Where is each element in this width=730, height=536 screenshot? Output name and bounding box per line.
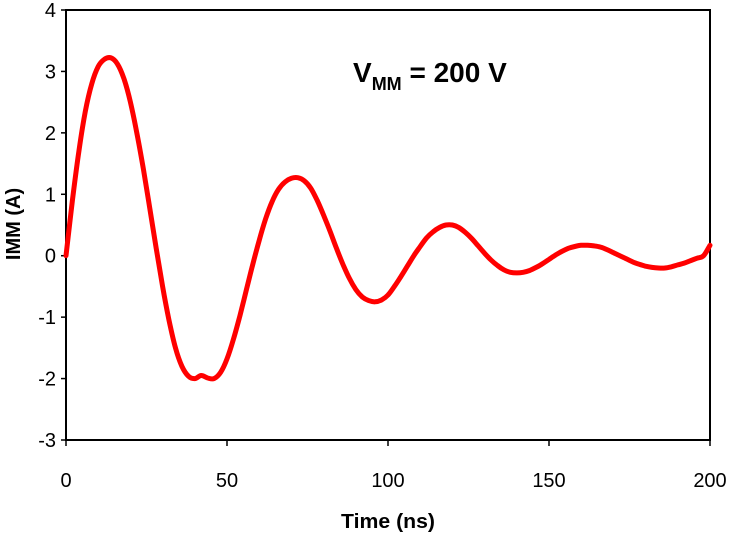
x-tick-label: 200 <box>693 470 726 492</box>
y-axis-ticks: -3 -2 -1 0 1 2 3 4 <box>38 0 66 452</box>
y-tick-label: -2 <box>38 369 56 391</box>
y-tick-label: -1 <box>38 307 56 329</box>
y-tick-label: 4 <box>45 0 56 22</box>
x-axis-ticks: 0 50 100 150 200 <box>60 440 727 492</box>
x-tick-label: 0 <box>60 470 71 492</box>
x-tick-label: 150 <box>532 470 565 492</box>
y-tick-label: -3 <box>38 430 56 452</box>
annotation-main: V <box>353 57 372 88</box>
x-axis-title: Time (ns) <box>341 511 435 533</box>
series-imm-line <box>63 55 713 382</box>
y-tick-label: 3 <box>45 61 56 83</box>
y-tick-label: 1 <box>45 184 56 206</box>
y-tick-label: 0 <box>45 246 56 268</box>
voltage-annotation: VMM = 200 V <box>353 57 507 94</box>
annotation-subscript: MM <box>372 74 402 94</box>
y-axis-title: IMM (A) <box>3 188 25 260</box>
x-tick-label: 50 <box>216 470 238 492</box>
x-tick-label: 100 <box>371 470 404 492</box>
annotation-rest: = 200 V <box>402 57 507 88</box>
y-tick-label: 2 <box>45 123 56 145</box>
